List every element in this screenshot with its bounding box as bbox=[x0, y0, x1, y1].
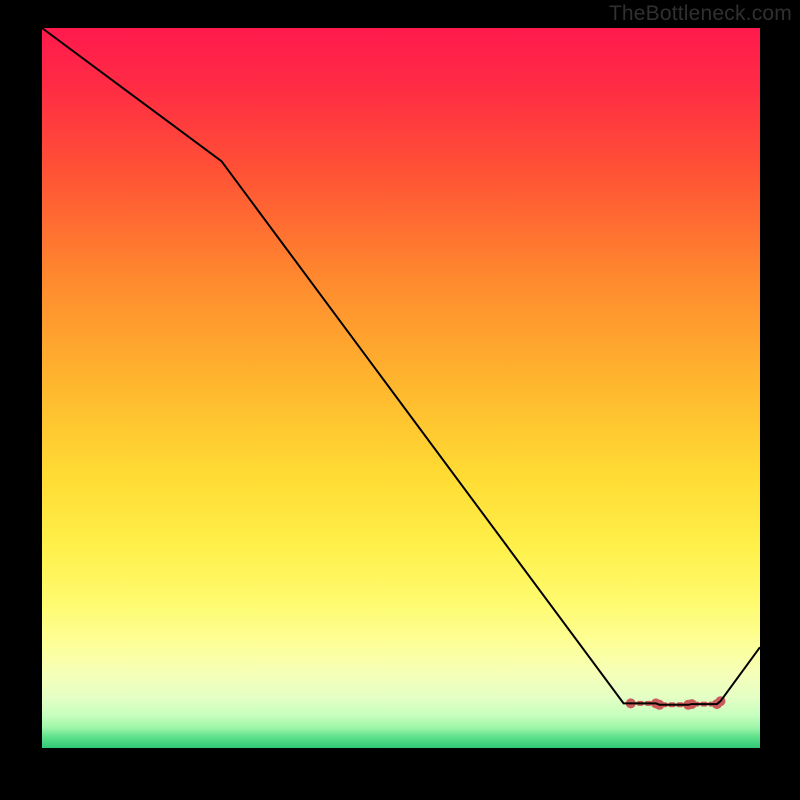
chart-svg bbox=[0, 0, 800, 800]
plot-background bbox=[42, 28, 760, 748]
watermark-text: TheBottleneck.com bbox=[609, 2, 792, 26]
chart-frame: { "watermark": "TheBottleneck.com", "cha… bbox=[0, 0, 800, 800]
